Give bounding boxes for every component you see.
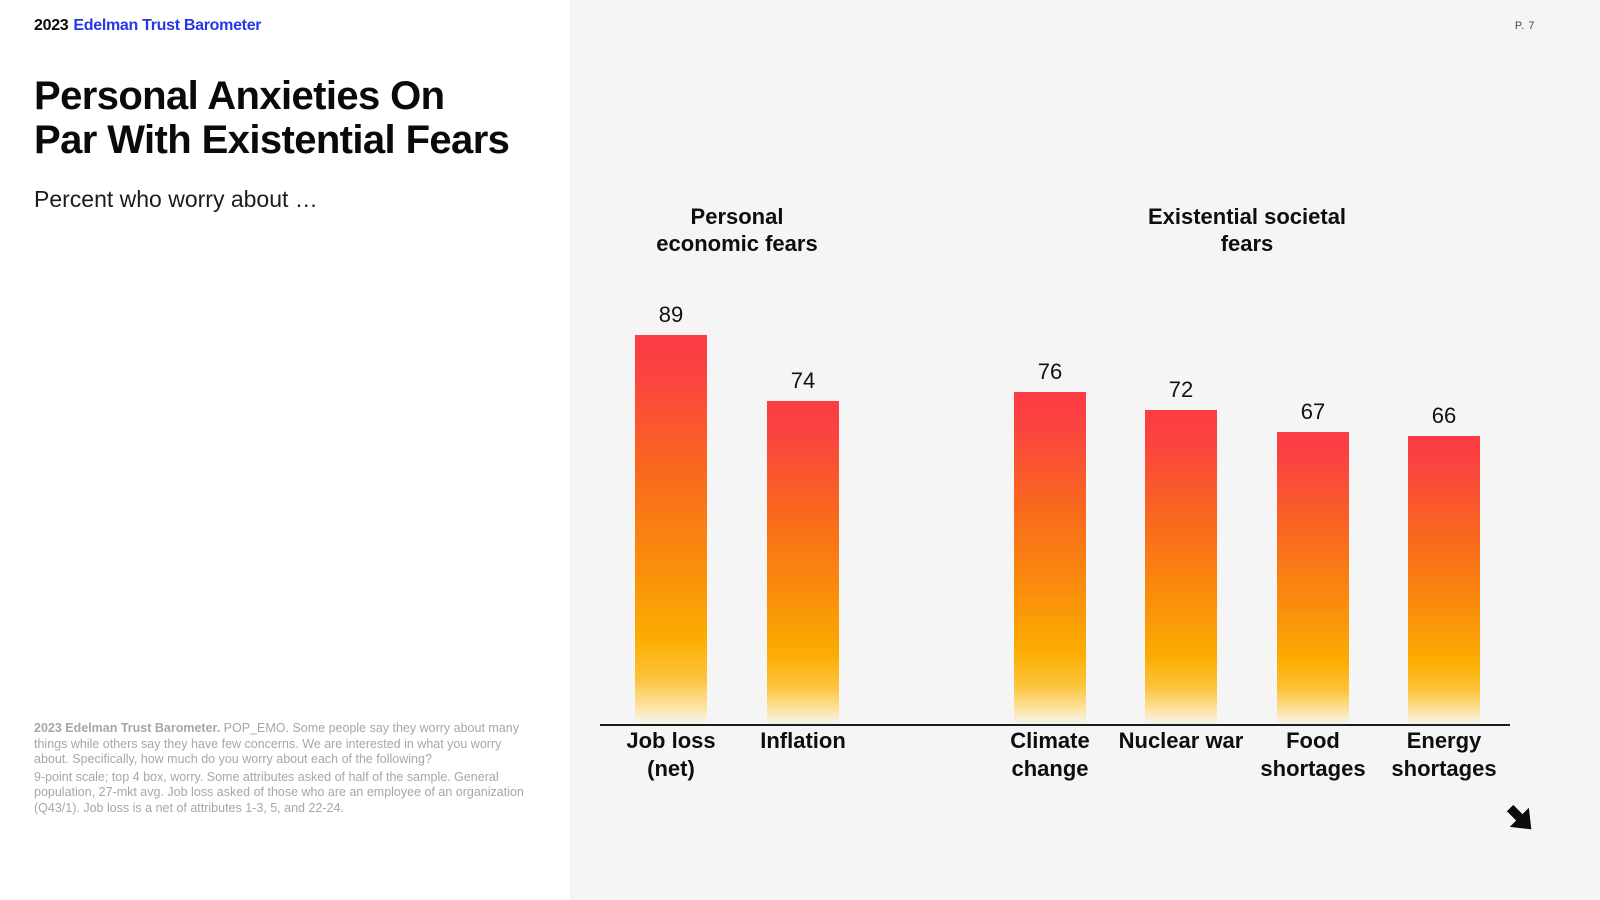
x-axis-line (600, 724, 1510, 726)
edelman-trust-barometer-logo: 2023 Edelman Trust Barometer (34, 17, 262, 35)
chart-subtitle: Percent who worry about … (34, 186, 318, 212)
logo-year: 2023 (34, 17, 69, 34)
arrow-down-right-icon (1506, 804, 1532, 830)
logo-name: Edelman Trust Barometer (73, 17, 262, 34)
footnote-source: 2023 Edelman Trust Barometer. (34, 721, 221, 735)
footnote-question: 2023 Edelman Trust Barometer. POP_EMO. S… (34, 721, 536, 768)
bar (635, 335, 707, 725)
page-number: P. 7 (1514, 20, 1535, 32)
next-slide-arrow-icon[interactable] (1500, 798, 1540, 838)
left-content-panel: 2023 Edelman Trust Barometer Personal Anx… (0, 0, 570, 900)
group-header: Personal economic fears (656, 204, 818, 256)
group-header: Existential societal fears (1147, 204, 1347, 256)
footnote: 2023 Edelman Trust Barometer. POP_EMO. S… (34, 721, 536, 816)
bar-value-label: 72 (1168, 377, 1194, 402)
bar-value-label: 66 (1431, 403, 1457, 428)
bar (1408, 436, 1480, 725)
bar-value-label: 89 (658, 302, 684, 327)
bar-value-label: 76 (1037, 359, 1063, 384)
bar-category-label: Inflation (760, 728, 846, 753)
bar-value-label: 74 (790, 368, 816, 393)
bar-category-label: Nuclear war (1118, 728, 1244, 753)
bar-category-label: Energy shortages (1391, 728, 1497, 781)
footnote-methodology: 9-point scale; top 4 box, worry. Some at… (34, 769, 524, 815)
bar (1145, 410, 1217, 725)
bar (1277, 432, 1349, 725)
page-title: Personal Anxieties On Par With Existenti… (34, 74, 510, 162)
bar (1014, 392, 1086, 725)
bar-value-label: 67 (1300, 399, 1326, 424)
bar (767, 401, 839, 725)
footnote-question-text: POP_EMO. Some people say they worry abou… (34, 721, 519, 766)
bar-category-label: Food shortages (1260, 728, 1366, 781)
bar-category-label: Climate change (1010, 728, 1090, 781)
bar-category-label: Job loss (net) (626, 728, 716, 781)
